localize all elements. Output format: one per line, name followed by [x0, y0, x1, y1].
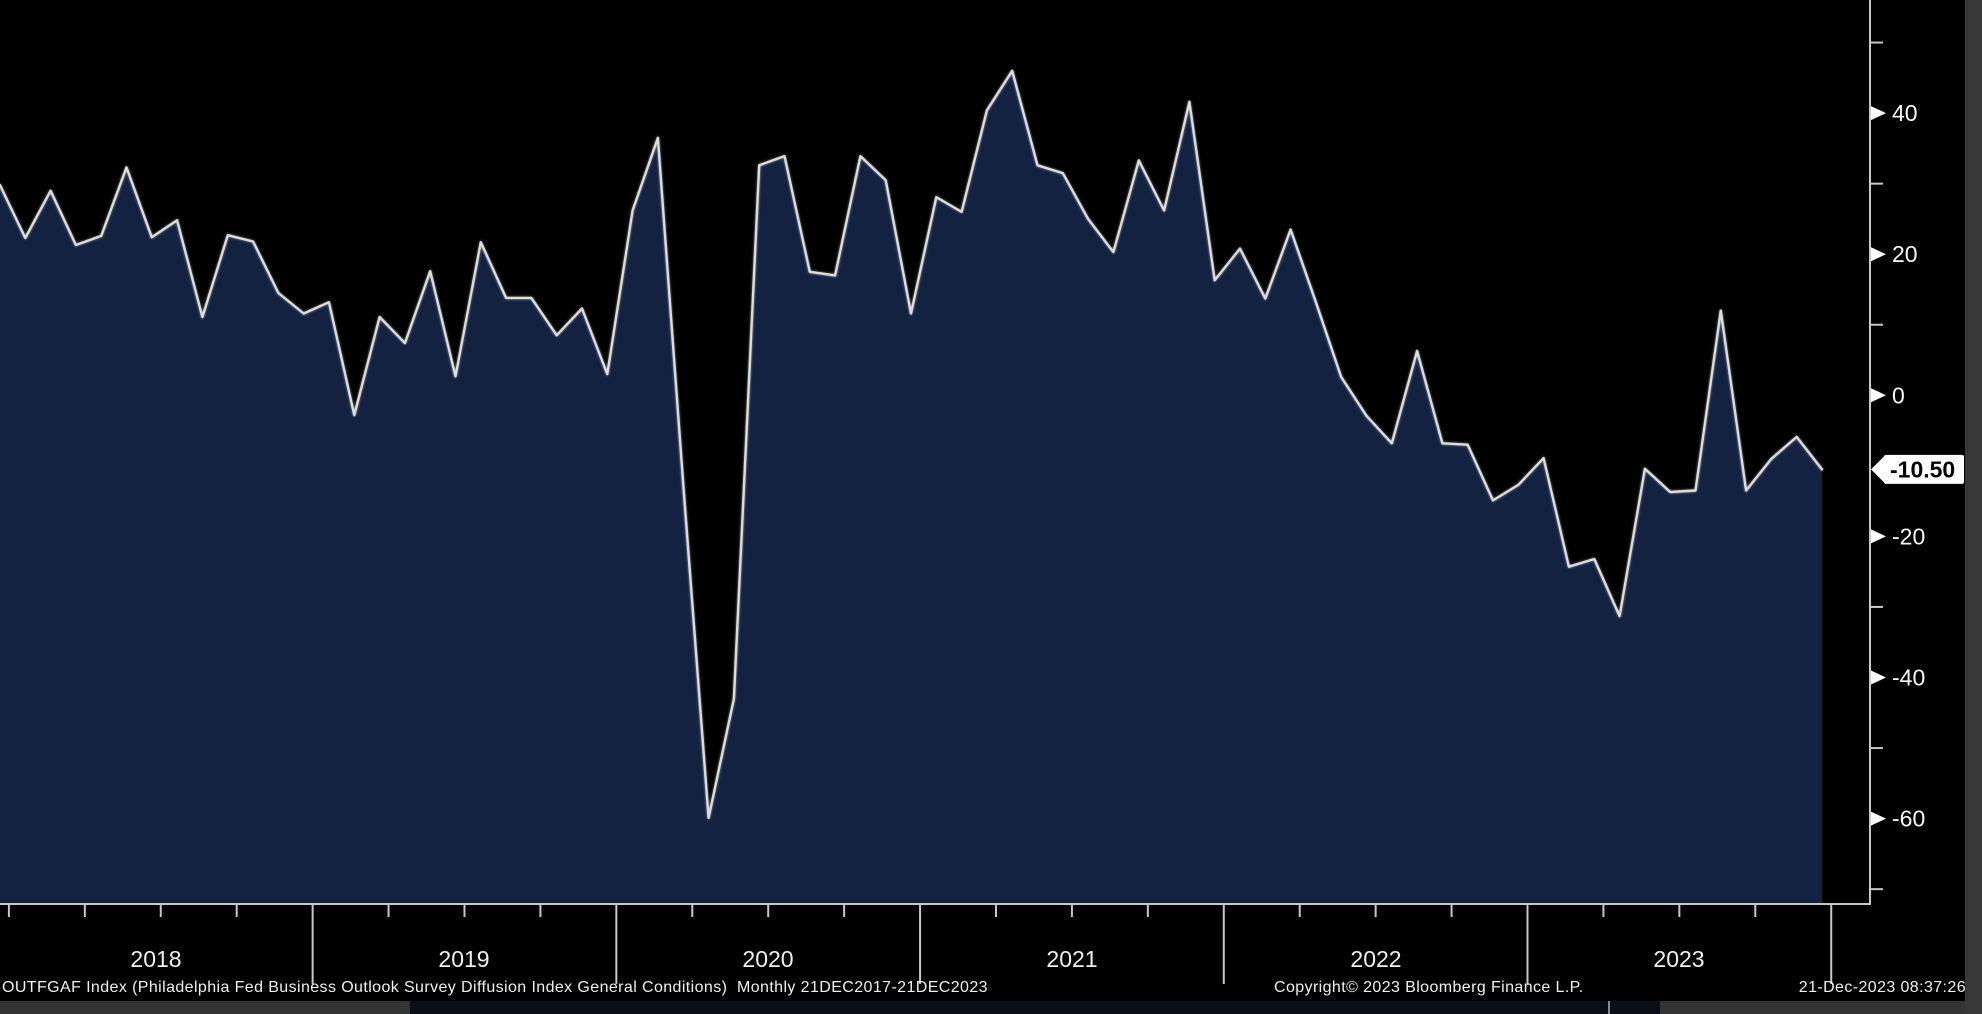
y-axis-tick-arrow: [1871, 106, 1886, 121]
y-axis-tick-arrow: [1871, 247, 1886, 262]
right-panel-edge[interactable]: [1965, 0, 1982, 1014]
x-axis-year-label[interactable]: 2021: [1046, 946, 1097, 972]
bottom-panel-edge-right: [1660, 1001, 1982, 1014]
y-axis-tick-label[interactable]: -40: [1892, 665, 1925, 691]
x-axis-year-label[interactable]: 2018: [130, 946, 181, 972]
y-axis-tick-label[interactable]: 0: [1892, 382, 1905, 408]
area-fill: [0, 70, 1822, 904]
last-value-badge-box: [1884, 454, 1964, 484]
x-axis-year-label[interactable]: 2022: [1350, 946, 1401, 972]
footer-copyright: Copyright© 2023 Bloomberg Finance L.P.: [1274, 979, 1584, 996]
footer-timestamp: 21-Dec-2023 08:37:26: [1798, 979, 1966, 996]
bottom-panel-edge-middle: [410, 1001, 1660, 1014]
last-value-badge[interactable]: -10.50: [1871, 454, 1964, 484]
x-axis-year-label[interactable]: 2020: [742, 946, 793, 972]
y-axis-tick-arrow: [1871, 529, 1886, 544]
last-value-badge-arrow: [1871, 455, 1885, 484]
x-axis-year-label[interactable]: 2023: [1653, 946, 1704, 972]
y-axis-tick-arrow: [1871, 811, 1886, 826]
footer-security-description: OUTFGAF Index (Philadelphia Fed Business…: [2, 979, 988, 996]
bottom-panel-edge-left: [0, 1001, 410, 1014]
y-axis-tick-label[interactable]: 40: [1892, 100, 1918, 126]
series-line: [0, 69, 1824, 820]
y-axis-tick-arrow: [1871, 670, 1886, 685]
last-value-badge-text: -10.50: [1890, 456, 1955, 482]
y-axis-tick-label[interactable]: -60: [1892, 806, 1925, 832]
bottom-panel-divider: [1608, 1001, 1610, 1014]
y-axis-tick-label[interactable]: -20: [1892, 523, 1925, 549]
y-axis-tick-arrow: [1871, 388, 1886, 403]
x-axis-year-label[interactable]: 2019: [438, 946, 489, 972]
y-axis-tick-label[interactable]: 20: [1892, 241, 1918, 267]
